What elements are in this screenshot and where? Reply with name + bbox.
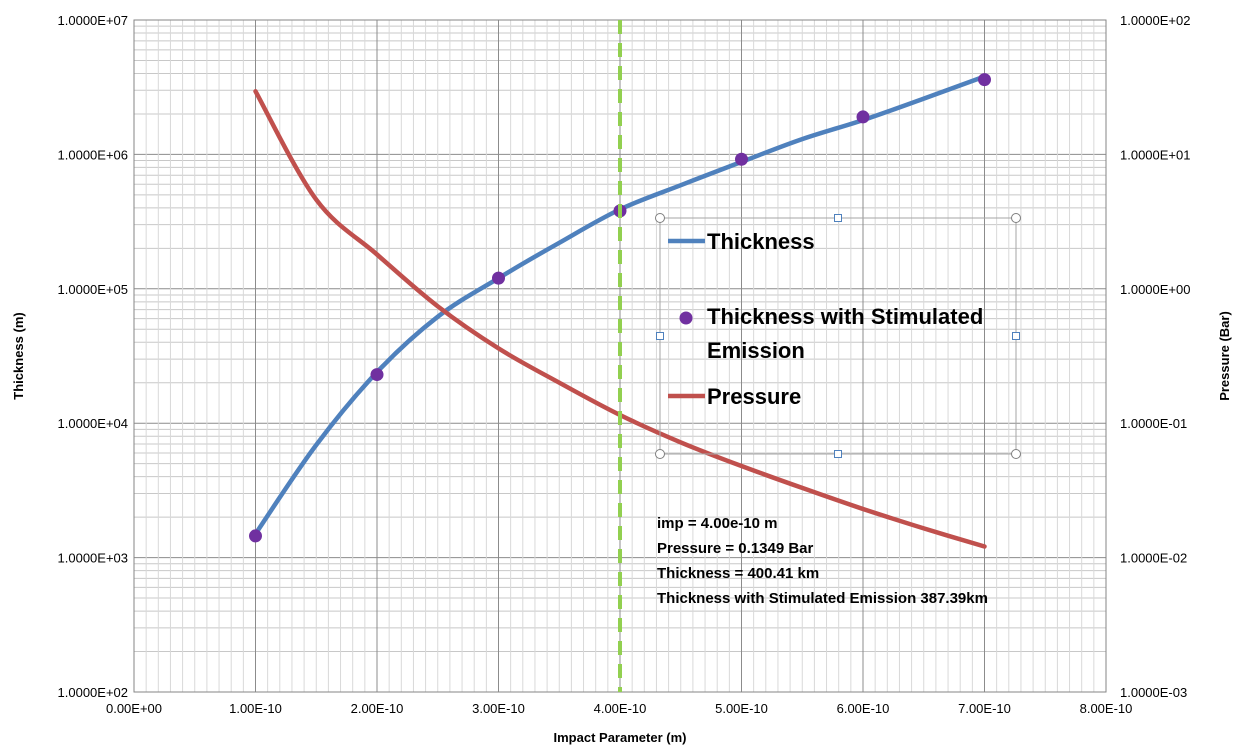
legend-label-thickness: Thickness bbox=[707, 229, 815, 254]
annotation-box: imp = 4.00e-10 m Pressure = 0.1349 Bar T… bbox=[657, 515, 988, 607]
y-right-tick-label: 1.0000E+00 bbox=[1120, 282, 1190, 297]
y-axis-left-title: Thickness (m) bbox=[11, 312, 26, 399]
legend-label-pressure: Pressure bbox=[707, 384, 801, 409]
x-tick-label: 7.00E-10 bbox=[958, 701, 1011, 716]
y-axis-right-title: Pressure (Bar) bbox=[1217, 311, 1232, 401]
y-left-tick-label: 1.0000E+03 bbox=[58, 551, 128, 566]
legend-label-line: Thickness with Stimulated bbox=[707, 304, 983, 329]
annotation-line-thickness: Thickness = 400.41 km bbox=[657, 565, 819, 582]
legend-edge-handle[interactable] bbox=[834, 214, 842, 222]
series bbox=[249, 73, 991, 549]
legend-corner-handle[interactable] bbox=[1011, 213, 1021, 223]
legend-swatch-stimulated-emission bbox=[679, 311, 693, 325]
y-left-tick-label: 1.0000E+05 bbox=[58, 282, 128, 297]
annotation-line-pressure: Pressure = 0.1349 Bar bbox=[657, 540, 814, 557]
y-right-tick-label: 1.0000E+02 bbox=[1120, 13, 1190, 28]
x-tick-label: 8.00E-10 bbox=[1080, 701, 1133, 716]
y-right-tick-label: 1.0000E+01 bbox=[1120, 147, 1190, 162]
legend-edge-handle[interactable] bbox=[1012, 332, 1020, 340]
data-point-thickness-with-stimulated-emission bbox=[492, 271, 505, 285]
y-right-tick-label: 1.0000E-03 bbox=[1120, 685, 1187, 700]
y-left-tick-label: 1.0000E+02 bbox=[58, 685, 128, 700]
legend-corner-handle[interactable] bbox=[655, 449, 665, 459]
x-tick-label: 6.00E-10 bbox=[837, 701, 890, 716]
annotation-line-stimulated: Thickness with Stimulated Emission 387.3… bbox=[657, 590, 988, 607]
data-point-thickness-with-stimulated-emission bbox=[249, 529, 262, 543]
x-tick-label: 0.00E+00 bbox=[106, 701, 162, 716]
x-tick-label: 4.00E-10 bbox=[594, 701, 647, 716]
y-left-tick-label: 1.0000E+06 bbox=[58, 147, 128, 162]
data-point-thickness-with-stimulated-emission bbox=[856, 110, 870, 124]
annotation-line-imp: imp = 4.00e-10 m bbox=[657, 515, 777, 532]
y-right-tick-label: 1.0000E-02 bbox=[1120, 551, 1187, 566]
y-left-tick-label: 1.0000E+07 bbox=[58, 13, 128, 28]
data-point-thickness-with-stimulated-emission bbox=[978, 73, 991, 87]
data-point-thickness-with-stimulated-emission bbox=[735, 152, 748, 166]
x-tick-label: 1.00E-10 bbox=[229, 701, 282, 716]
legend-resize-handles[interactable] bbox=[655, 213, 1021, 459]
series-line-pressure bbox=[253, 89, 987, 549]
x-axis-title: Impact Parameter (m) bbox=[554, 730, 687, 745]
y-right-tick-label: 1.0000E-01 bbox=[1120, 416, 1187, 431]
legend-corner-handle[interactable] bbox=[655, 213, 665, 223]
x-tick-label: 3.00E-10 bbox=[472, 701, 525, 716]
legend-corner-handle[interactable] bbox=[1011, 449, 1021, 459]
x-tick-label: 2.00E-10 bbox=[351, 701, 404, 716]
x-tick-label: 5.00E-10 bbox=[715, 701, 768, 716]
legend-edge-handle[interactable] bbox=[656, 332, 664, 340]
legend-label-line: Emission bbox=[707, 338, 805, 363]
tick-labels: 0.00E+00 1.00E-10 2.00E-10 3.00E-10 4.00E-10… bbox=[58, 13, 1191, 716]
legend[interactable]: Thickness Thickness with Stimulated Emiss… bbox=[655, 213, 1021, 459]
y-left-tick-label: 1.0000E+04 bbox=[58, 416, 128, 431]
legend-label-stimulated-emission: Thickness with Stimulated Emission bbox=[707, 304, 983, 363]
legend-edge-handle[interactable] bbox=[834, 450, 842, 458]
data-point-thickness-with-stimulated-emission bbox=[370, 368, 384, 382]
